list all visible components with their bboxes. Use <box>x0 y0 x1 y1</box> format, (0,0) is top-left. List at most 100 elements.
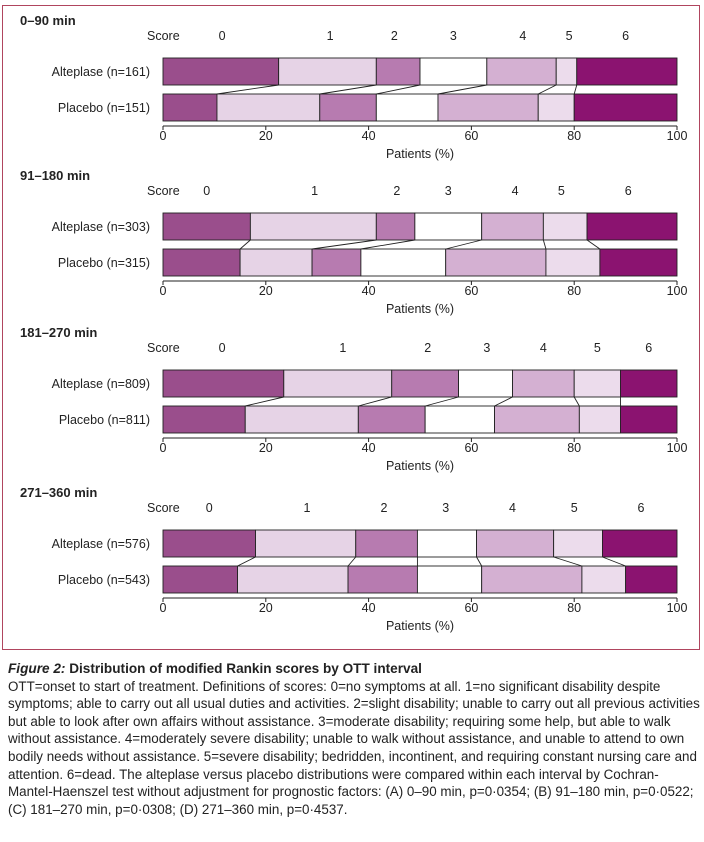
bar-segment <box>237 565 349 594</box>
bar-segment <box>476 529 555 558</box>
bar-segment <box>625 565 678 594</box>
score-category-label: 5 <box>566 29 573 43</box>
series-label: Placebo (n=315) <box>58 256 150 270</box>
bar-segment <box>553 529 603 558</box>
score-category-label: 6 <box>645 341 652 355</box>
bar-segment <box>445 248 547 277</box>
x-tick-label: 20 <box>259 601 273 615</box>
score-category-label: 4 <box>540 341 547 355</box>
panel-title: 271–360 min <box>20 485 97 500</box>
score-category-label: 3 <box>442 501 449 515</box>
x-tick-label: 60 <box>464 129 478 143</box>
bar-segment <box>416 529 477 558</box>
connector-line <box>437 84 487 95</box>
bar-segment <box>255 529 357 558</box>
bar-segment <box>347 565 418 594</box>
score-category-label: 1 <box>311 184 318 198</box>
bar-segment <box>162 212 251 241</box>
score-category-label: 0 <box>219 29 226 43</box>
x-tick-label: 100 <box>667 129 688 143</box>
bar-segment <box>578 405 621 434</box>
x-tick-label: 40 <box>362 129 376 143</box>
connector-line <box>494 396 513 407</box>
caption-title: Figure 2: Distribution of modified Ranki… <box>8 660 700 678</box>
bar-segment <box>573 369 621 398</box>
score-label: Score <box>147 501 180 515</box>
bar-segment <box>391 369 460 398</box>
bar-segment <box>545 248 601 277</box>
caption-body: OTT=onset to start of treatment. Definit… <box>8 678 700 817</box>
connector-line <box>425 396 459 407</box>
x-tick-label: 0 <box>160 441 167 455</box>
x-tick-label: 0 <box>160 129 167 143</box>
bar-segment <box>357 405 426 434</box>
x-tick-label: 40 <box>362 601 376 615</box>
score-category-label: 3 <box>483 341 490 355</box>
bar-segment <box>162 529 256 558</box>
x-axis-label: Patients (%) <box>386 147 454 161</box>
score-category-label: 2 <box>424 341 431 355</box>
x-axis-label: Patients (%) <box>386 302 454 316</box>
connector-line <box>245 396 284 407</box>
connector-line <box>573 84 578 95</box>
x-tick-label: 20 <box>259 284 273 298</box>
bar-segment <box>537 93 575 122</box>
rankin-charts: 0–90 min Score 0 1 2 3 4 5 6 Alteplase (n=161) Pla… <box>20 13 688 633</box>
score-category-label: 3 <box>445 184 452 198</box>
series-label: Placebo (n=543) <box>58 573 150 587</box>
bar-segment <box>486 57 557 86</box>
bar-segment <box>573 93 678 122</box>
bar-segment <box>239 248 313 277</box>
bar-segment <box>458 369 513 398</box>
series-label: Placebo (n=151) <box>58 101 150 115</box>
bar-segment <box>620 369 678 398</box>
bar-segment <box>319 93 377 122</box>
connector-line <box>358 396 392 407</box>
bar-segment <box>216 93 321 122</box>
score-category-label: 2 <box>393 184 400 198</box>
connector-line <box>319 84 377 95</box>
bar-segment <box>581 565 627 594</box>
x-tick-label: 20 <box>259 441 273 455</box>
bar-segment <box>576 57 678 86</box>
figure-frame <box>2 5 700 650</box>
x-tick-label: 80 <box>567 284 581 298</box>
panel-title: 181–270 min <box>20 325 97 340</box>
bar-segment <box>375 93 439 122</box>
bar-segment <box>416 565 483 594</box>
x-tick-label: 0 <box>160 601 167 615</box>
connector-line <box>538 84 557 95</box>
x-tick-label: 60 <box>464 441 478 455</box>
bar-segment <box>542 212 588 241</box>
x-tick-label: 40 <box>362 284 376 298</box>
caption-title-text: Distribution of modified Rankin scores b… <box>69 661 422 676</box>
x-tick-label: 60 <box>464 601 478 615</box>
connector-line <box>360 239 415 250</box>
score-category-label: 0 <box>219 341 226 355</box>
score-category-label: 4 <box>512 184 519 198</box>
bar-segment <box>311 248 362 277</box>
score-category-label: 1 <box>303 501 310 515</box>
x-tick-label: 0 <box>160 284 167 298</box>
bar-segment <box>283 369 393 398</box>
bar-segment <box>355 529 418 558</box>
connector-line <box>602 556 626 567</box>
bar-segment <box>162 248 241 277</box>
series-label: Alteplase (n=809) <box>52 377 150 391</box>
score-label: Score <box>147 184 180 198</box>
score-category-label: 2 <box>381 501 388 515</box>
bar-segment <box>162 565 238 594</box>
bar-segment <box>360 248 447 277</box>
bar-segment <box>162 405 246 434</box>
bar-segment <box>375 212 416 241</box>
score-category-label: 6 <box>638 501 645 515</box>
bar-segment <box>602 529 678 558</box>
bar-segment <box>162 57 280 86</box>
connector-line <box>216 84 279 95</box>
series-label: Alteplase (n=576) <box>52 537 150 551</box>
x-tick-label: 60 <box>464 284 478 298</box>
score-label: Score <box>147 29 180 43</box>
bar-segment <box>162 369 285 398</box>
panel-title: 91–180 min <box>20 168 90 183</box>
score-category-label: 0 <box>206 501 213 515</box>
